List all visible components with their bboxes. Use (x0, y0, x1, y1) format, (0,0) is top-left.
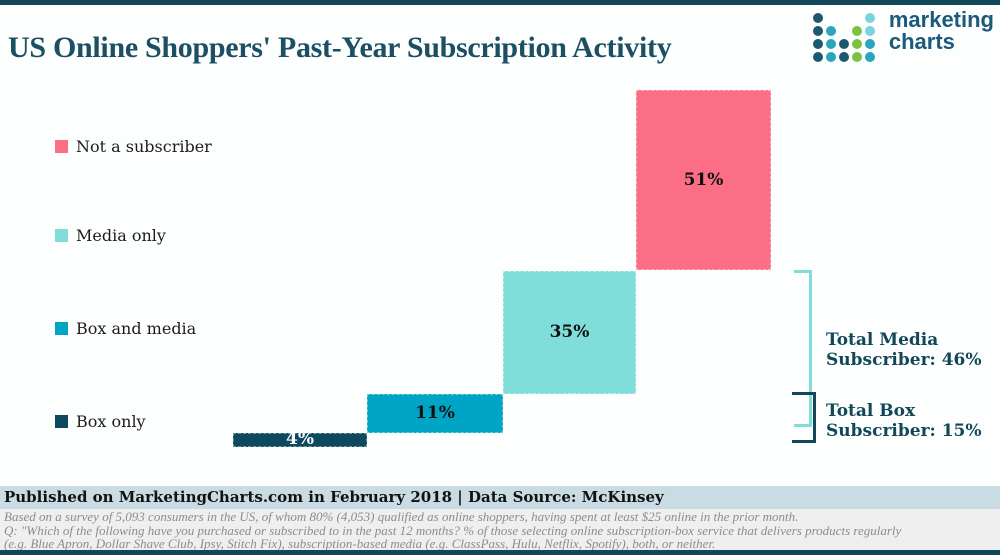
footnote-line: Q: "Which of the following have you purc… (4, 522, 902, 538)
waterfall-bar: 35% (503, 270, 636, 395)
legend-label: Box only (76, 411, 146, 431)
legend-swatch (55, 228, 68, 242)
waterfall-bar: 51% (636, 90, 771, 271)
bar-value-label: 11% (415, 402, 455, 423)
bar-value-label: 35% (549, 321, 590, 342)
legend-swatch (55, 321, 68, 335)
logo-dots-icon (812, 11, 877, 63)
legend-item-box-only: Box only (55, 410, 146, 432)
legend-item-media-only: Media only (55, 224, 166, 246)
bar-value-label: 51% (683, 169, 724, 190)
footnote-line: (e.g. Blue Apron, Dollar Shave Club, Ips… (4, 536, 716, 551)
legend-swatch (55, 414, 68, 428)
logo-line2: charts (888, 29, 955, 54)
waterfall-bar: 4% (233, 429, 367, 450)
legend-label: Media only (76, 225, 166, 245)
bracket-total-box (792, 392, 816, 443)
logo-text: marketing charts (889, 9, 994, 53)
legend-label: Box and media (76, 318, 197, 338)
annotation-line: Total Media (826, 330, 939, 350)
annotation-total-media: Total Media Subscriber: 46% (826, 330, 982, 370)
footnotes: Based on a survey of 5,093 consumers in … (0, 509, 1000, 550)
waterfall-bar: 11% (367, 394, 503, 433)
footnote-line: Based on a survey of 5,093 consumers in … (4, 509, 799, 524)
legend-label: Not a subscriber (76, 136, 212, 156)
legend-item-not-a-subscriber: Not a subscriber (55, 135, 212, 157)
bracket-total-media (794, 270, 812, 427)
annotation-line: Total Box (826, 401, 916, 421)
annotation-line: Subscriber: 15% (826, 421, 982, 441)
annotation-total-box: Total Box Subscriber: 15% (826, 401, 982, 441)
published-bar: Published on MarketingCharts.com in Febr… (0, 486, 1000, 509)
legend-swatch (55, 139, 68, 153)
logo-line1: marketing (888, 7, 994, 32)
page-title: US Online Shoppers' Past-Year Subscripti… (8, 31, 672, 65)
bottom-border (0, 550, 1000, 555)
bar-value-label: 4% (286, 429, 314, 450)
annotation-line: Subscriber: 46% (826, 350, 982, 370)
top-border (0, 0, 1000, 5)
marketingcharts-logo: marketing charts (812, 9, 994, 63)
legend-item-box-and-media: Box and media (55, 317, 196, 339)
